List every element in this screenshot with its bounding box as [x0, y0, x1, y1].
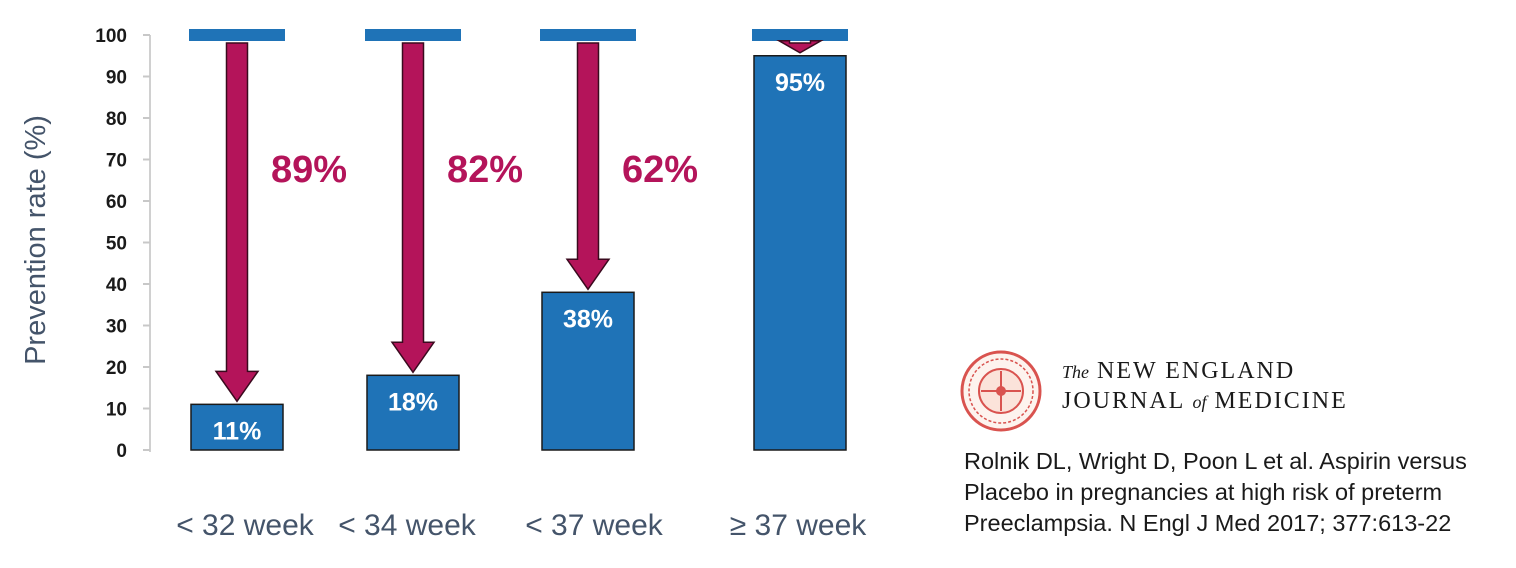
- journal-name-line-2: JOURNAL of MEDICINE: [1062, 388, 1348, 414]
- chart-marks: 11% 89% < 32 week 18% 82% < 34 week 38% 62% < 37…: [176, 29, 867, 542]
- citation-line-3: Preeclampsia. N Engl J Med 2017; 377:613…: [964, 510, 1452, 536]
- bar-value-label: 38%: [563, 305, 613, 333]
- reduction-label: 89%: [271, 149, 347, 191]
- bar-value-label: 18%: [388, 388, 438, 416]
- nejm-seal-icon: [960, 350, 1042, 432]
- reduction-arrow: [214, 42, 260, 403]
- journal-name-line-1: The NEW ENGLAND: [1062, 358, 1296, 384]
- y-tick-label: 10: [106, 400, 127, 421]
- y-tick-label: 80: [106, 109, 127, 130]
- y-tick-label: 90: [106, 68, 127, 89]
- y-tick-label: 40: [106, 275, 127, 296]
- prevention-rate-chart: Prevention rate (%) 0 10 20 30 40 50 60 70 80 90 1…: [20, 26, 867, 542]
- y-tick-label: 0: [116, 441, 127, 462]
- reduction-arrow: [390, 42, 436, 374]
- y-tick-label: 100: [95, 26, 127, 47]
- reduction-arrow: [565, 42, 611, 291]
- citation-line-1: Rolnik DL, Wright D, Poon L et al. Aspir…: [964, 448, 1467, 474]
- reduction-arrow: [776, 40, 824, 54]
- x-category-label: < 34 week: [338, 509, 477, 542]
- y-tick-label: 50: [106, 234, 127, 255]
- y-axis-label: Prevention rate (%): [20, 115, 52, 365]
- baseline-marker: [540, 29, 636, 41]
- y-tick-label: 20: [106, 358, 127, 379]
- bar-value-label: 11%: [213, 417, 262, 445]
- x-category-label: < 32 week: [176, 509, 315, 542]
- y-tick-label: 60: [106, 192, 127, 213]
- baseline-marker: [189, 29, 285, 41]
- bar: [190, 403, 284, 451]
- reduction-label: 62%: [622, 149, 698, 191]
- x-category-label: ≥ 37 week: [730, 509, 868, 542]
- baseline-marker: [365, 29, 461, 41]
- reduction-label: 82%: [447, 149, 523, 191]
- bar: [541, 291, 635, 451]
- nejm-logo: The NEW ENGLAND JOURNAL of MEDICINE: [960, 350, 1500, 432]
- bar: [753, 55, 847, 451]
- bar-value-label: 95%: [775, 69, 825, 97]
- bar: [366, 374, 460, 451]
- y-tick-label: 30: [106, 317, 127, 338]
- y-tick-label: 70: [106, 151, 127, 172]
- y-ticks: 0 10 20 30 40 50 60 70 80 90 100: [95, 26, 150, 462]
- baseline-marker: [752, 29, 848, 41]
- citation-line-2: Placebo in pregnancies at high risk of p…: [964, 479, 1443, 505]
- citation: Rolnik DL, Wright D, Poon L et al. Aspir…: [964, 446, 1509, 539]
- x-category-label: < 37 week: [525, 509, 664, 542]
